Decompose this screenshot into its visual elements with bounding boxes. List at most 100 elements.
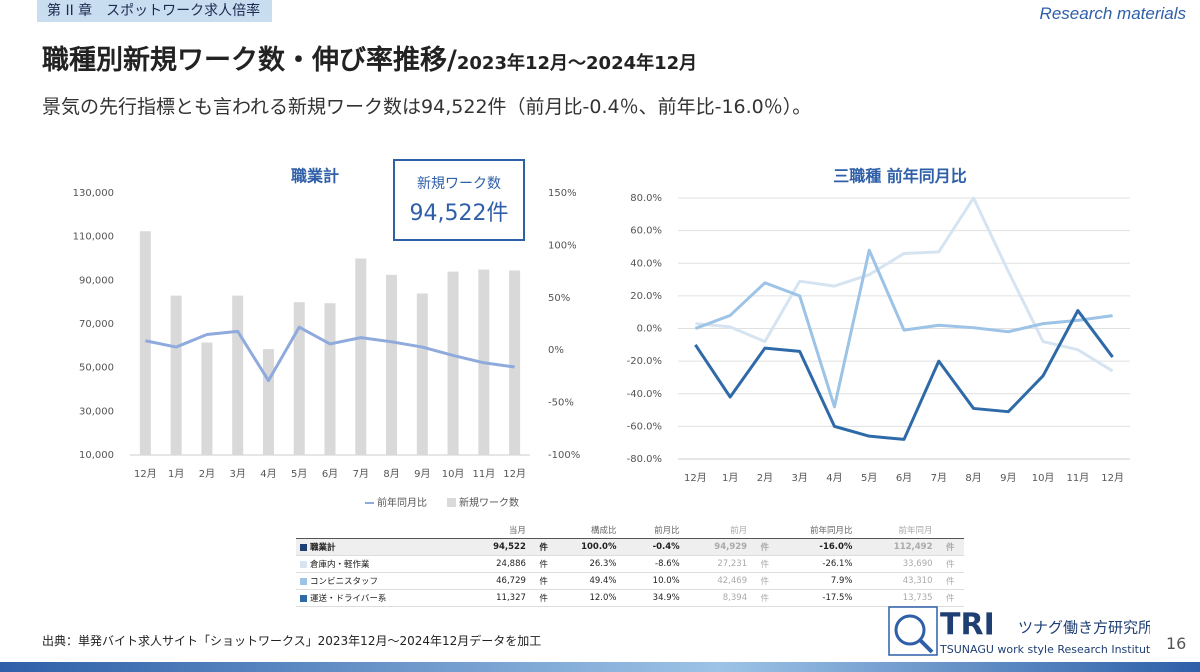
- table-row: 運送・ドライバー系 11,327 件 12.0% 34.9% 8,394 件 -17.5% 13…: [296, 590, 964, 607]
- table-cell: 10.0%: [652, 576, 680, 586]
- title-period: 2023年12月～2024年12月: [456, 53, 698, 74]
- chapter-tag: 第 II 章 スポットワーク求人倍率: [37, 0, 272, 22]
- x-tick-label: 8月: [965, 472, 981, 484]
- bar: [355, 258, 367, 455]
- column-header: 当月: [454, 522, 530, 539]
- table-cell: 運送・ドライバー系: [296, 590, 454, 607]
- x-tick-label: 3月: [230, 468, 246, 480]
- y-tick-label: -80.0%: [627, 454, 662, 465]
- bar: [509, 270, 521, 455]
- table-cell: 11,327: [496, 593, 526, 603]
- x-tick-label: 1月: [722, 472, 738, 484]
- chart-title: 職業計: [291, 167, 339, 186]
- table-cell: 件: [760, 577, 770, 587]
- callout-label: 新規ワーク数: [417, 176, 501, 192]
- x-tick-label: 9月: [1000, 472, 1016, 484]
- y2-tick-label: -100%: [548, 450, 580, 461]
- brand-label: Research materials: [1039, 4, 1186, 23]
- logo-mark: TRI: [940, 608, 995, 643]
- table-cell: 倉庫内・軽作業: [296, 556, 454, 573]
- y-tick-label: 10,000: [79, 450, 114, 461]
- x-tick-label: 6月: [896, 472, 912, 484]
- column-header: 前月比: [620, 522, 684, 539]
- y2-tick-label: 150%: [548, 188, 577, 199]
- y2-tick-label: 50%: [548, 293, 570, 304]
- column-header: [751, 522, 779, 539]
- table-cell: 94,929: [683, 538, 752, 556]
- table-row: 倉庫内・軽作業 24,886 件 26.3% -8.6% 27,231 件 -26.1% 33,…: [296, 556, 964, 573]
- table-cell: 件: [539, 577, 548, 587]
- x-tick-label: 6月: [322, 468, 338, 480]
- table-cell: 件: [760, 594, 770, 604]
- table-cell: -0.4%: [620, 538, 684, 556]
- subtitle: 景気の先行指標とも言われる新規ワーク数は94,522件（前月比-0.4％、前年比…: [42, 96, 812, 118]
- x-tick-label: 5月: [861, 472, 877, 484]
- x-tick-label: 4月: [826, 472, 842, 484]
- logo-icon-handle: [918, 638, 934, 654]
- x-tick-label: 9月: [414, 468, 430, 480]
- column-header: [529, 522, 558, 539]
- bar: [139, 231, 151, 455]
- table-cell: 件: [760, 560, 770, 570]
- table-cell: -26.1%: [822, 559, 853, 569]
- x-tick-label: 2月: [757, 472, 773, 484]
- title-main: 職種別新規ワーク数・伸び率推移/: [42, 45, 457, 76]
- chart-title: 三職種 前年同月比: [833, 167, 967, 186]
- line: [145, 325, 515, 383]
- legend-label: 前年同月比: [377, 496, 427, 509]
- table-cell: -8.6%: [655, 559, 680, 569]
- x-tick-label: 12月: [503, 468, 526, 480]
- table-cell: 26.3%: [589, 559, 617, 569]
- bar: [447, 271, 459, 455]
- table-cell: 件: [936, 538, 964, 556]
- y-tick-label: 130,000: [73, 188, 114, 199]
- y-tick-label: 70,000: [79, 319, 114, 330]
- bar: [416, 293, 428, 455]
- table-cell: 42,469: [717, 576, 748, 586]
- y-tick-label: -20.0%: [627, 356, 662, 367]
- column-header: 前月: [683, 522, 752, 539]
- charts: 新規ワーク数 94,522件 職業計 10,000 30,000 50,000 70,0…: [73, 159, 1130, 509]
- column-header: 前年同月比: [778, 522, 857, 539]
- bar: [170, 295, 182, 455]
- y-tick-label: 40.0%: [630, 258, 662, 269]
- bar: [262, 349, 274, 455]
- y-tick-label: 20.0%: [630, 291, 662, 302]
- table-cell: 27,231: [717, 559, 748, 569]
- y2-tick-label: 100%: [548, 240, 577, 251]
- bar: [386, 274, 398, 455]
- table-cell: 件: [539, 594, 548, 604]
- legend-swatch: [447, 498, 456, 507]
- y-tick-label: 0.0%: [637, 324, 662, 335]
- x-tick-label: 3月: [792, 472, 808, 484]
- footer-bar: [0, 662, 1200, 672]
- table-cell: -17.5%: [822, 593, 853, 603]
- y-tick-label: -60.0%: [627, 421, 662, 432]
- table-cell: 8,394: [722, 593, 748, 603]
- y-tick-label: -40.0%: [627, 389, 662, 400]
- table-cell: 13,735: [902, 593, 933, 603]
- table-cell: 49.4%: [589, 576, 617, 586]
- table-cell: 100.0%: [557, 538, 621, 556]
- x-tick-label: 5月: [291, 468, 307, 480]
- x-tick-label: 7月: [353, 468, 369, 480]
- x-tick-label: 12月: [1101, 472, 1124, 484]
- line: [695, 196, 1114, 373]
- slide-title: 職種別新規ワーク数・伸び率推移/2023年12月～2024年12月: [42, 38, 697, 77]
- table-row: コンビニスタッフ 46,729 件 49.4% 10.0% 42,469 件 7.9% 43,3…: [296, 573, 964, 590]
- column-header: [936, 522, 964, 539]
- line: [694, 309, 1114, 441]
- source-note: 出典：単発バイト求人サイト「ショットワークス」2023年12月～2024年12月…: [42, 634, 542, 648]
- table-cell: 件: [946, 594, 955, 604]
- x-tick-label: 11月: [1066, 472, 1089, 484]
- table-cell: 12.0%: [589, 593, 617, 603]
- bar: [293, 302, 305, 455]
- column-header: 構成比: [557, 522, 621, 539]
- x-tick-label: 10月: [1032, 472, 1055, 484]
- x-tick-label: 4月: [260, 468, 276, 480]
- table-cell: 94,522: [454, 538, 530, 556]
- row-label: コンビニスタッフ: [310, 577, 379, 587]
- table-header: 当月 構成比 前月比 前月 前年同月比 前年同月: [296, 522, 964, 539]
- legend-label: 新規ワーク数: [459, 496, 519, 509]
- bar: [201, 342, 213, 455]
